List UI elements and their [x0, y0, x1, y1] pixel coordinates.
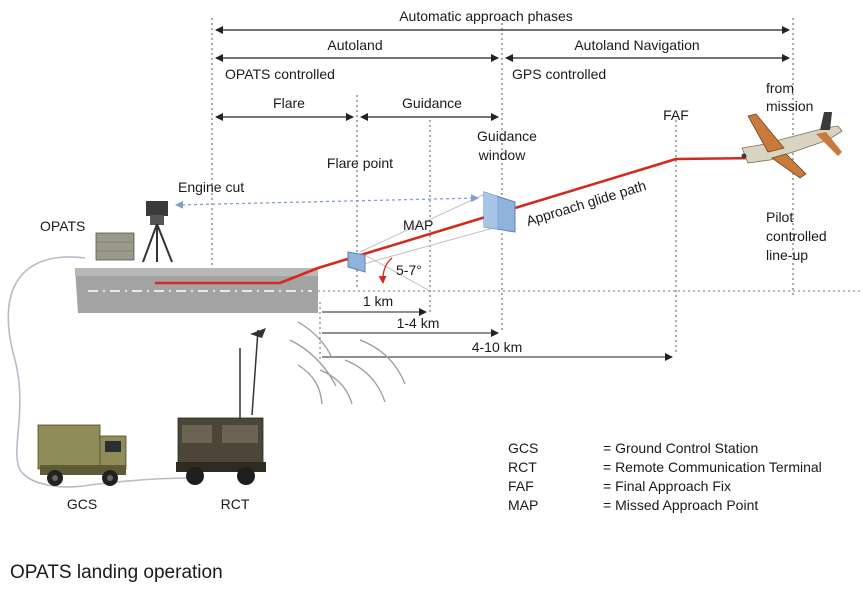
- pilot-label-3: line-up: [766, 247, 808, 263]
- from-mission-label-2: mission: [766, 98, 813, 114]
- phase-autoland-label: Autoland: [327, 37, 382, 53]
- legend-desc-rct: = Remote Communication Terminal: [603, 459, 822, 475]
- faf-label: FAF: [663, 107, 689, 123]
- glide-path-line: [155, 156, 761, 285]
- distance-1-4km: 1-4 km: [397, 315, 440, 331]
- opats-tracker-icon: [95, 201, 173, 263]
- pilot-label-2: controlled: [766, 228, 827, 244]
- phase-autoland-navigation-label: Autoland Navigation: [574, 37, 699, 53]
- opats-label: OPATS: [40, 218, 85, 234]
- cable: [7, 256, 191, 488]
- legend-abbr-gcs: GCS: [508, 440, 538, 456]
- runway: [75, 268, 318, 313]
- angle-label: 5-7°: [396, 262, 422, 278]
- legend-abbr-faf: FAF: [508, 478, 534, 494]
- flare-label: Flare: [273, 95, 305, 111]
- map-label: MAP: [403, 217, 433, 233]
- phase-arrows: [215, 26, 790, 121]
- legend-desc-faf: = Final Approach Fix: [603, 478, 731, 494]
- figure-caption: OPATS landing operation: [10, 562, 223, 583]
- rct-vehicle-icon: [176, 328, 266, 485]
- rct-label: RCT: [221, 496, 250, 512]
- distance-4-10km: 4-10 km: [472, 339, 523, 355]
- gcs-vehicle-icon: [37, 424, 127, 486]
- from-mission-label-1: from: [766, 80, 794, 96]
- legend-desc-gcs: = Ground Control Station: [603, 440, 758, 456]
- distance-arrows: [319, 302, 673, 362]
- opats-controlled-label: OPATS controlled: [225, 66, 335, 82]
- flare-point-window: [347, 251, 366, 273]
- engine-cut-arrow: [175, 194, 479, 209]
- legend-abbr-map: MAP: [508, 497, 538, 513]
- gps-controlled-label: GPS controlled: [512, 66, 606, 82]
- guidance-window: [483, 191, 516, 233]
- guidance-label: Guidance: [402, 95, 462, 111]
- phase-boundaries: [211, 18, 794, 355]
- legend-abbr-rct: RCT: [508, 459, 537, 475]
- flare-point-label: Flare point: [327, 155, 393, 171]
- glide-path-label: Approach glide path: [524, 177, 648, 229]
- phase-top-label: Automatic approach phases: [399, 8, 573, 24]
- gcs-label: GCS: [67, 496, 97, 512]
- legend-desc-map: = Missed Approach Point: [603, 497, 758, 513]
- engine-cut-label: Engine cut: [178, 179, 244, 195]
- pilot-label-1: Pilot: [766, 209, 793, 225]
- guidance-window-label-1: Guidance: [477, 128, 537, 144]
- radio-waves: [289, 321, 406, 405]
- angle-arc: [378, 257, 393, 284]
- uav-aircraft: [741, 112, 843, 179]
- guidance-window-label-2: window: [478, 147, 527, 163]
- legend: GCS = Ground Control Station RCT = Remot…: [508, 440, 822, 513]
- distance-1km: 1 km: [363, 293, 393, 309]
